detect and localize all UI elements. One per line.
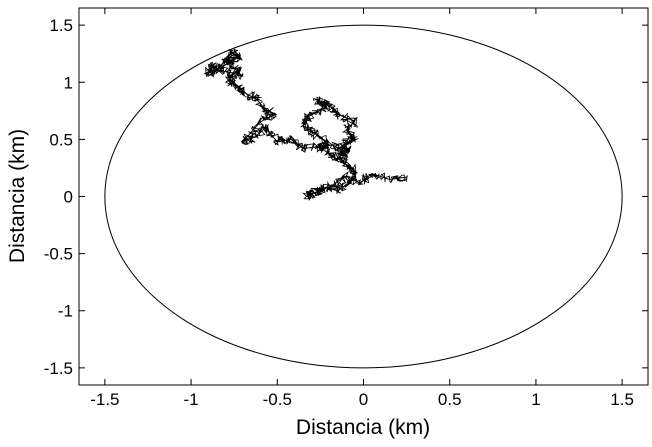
x-tick-label: -1.5 bbox=[90, 390, 119, 409]
x-axis-ticks: -1.5 -1 -0.5 0 0.5 1 1.5 bbox=[90, 8, 634, 409]
x-tick-label: 0.5 bbox=[438, 390, 462, 409]
x-tick-label: -1 bbox=[184, 390, 199, 409]
y-tick-label: 0.5 bbox=[49, 130, 73, 149]
x-tick-label: 1 bbox=[531, 390, 540, 409]
random-walk-jitter bbox=[203, 48, 408, 201]
x-tick-label: 0 bbox=[359, 390, 368, 409]
y-axis-ticks: 1.5 1 0.5 0 -0.5 -1 -1.5 bbox=[44, 16, 648, 378]
boundary-circle bbox=[104, 24, 623, 369]
data-marks bbox=[104, 24, 623, 369]
x-axis-label: Distancia (km) bbox=[296, 416, 430, 439]
y-tick-label: -0.5 bbox=[44, 245, 73, 264]
x-tick-label: -0.5 bbox=[263, 390, 292, 409]
y-tick-label: -1.5 bbox=[44, 359, 73, 378]
y-tick-label: -1 bbox=[58, 302, 73, 321]
y-axis-label: Distancia (km) bbox=[6, 129, 29, 263]
x-tick-label: 1.5 bbox=[610, 390, 634, 409]
plot-area bbox=[79, 8, 648, 385]
y-tick-label: 0 bbox=[64, 188, 73, 207]
y-tick-label: 1.5 bbox=[49, 16, 73, 35]
y-tick-label: 1 bbox=[64, 73, 73, 92]
